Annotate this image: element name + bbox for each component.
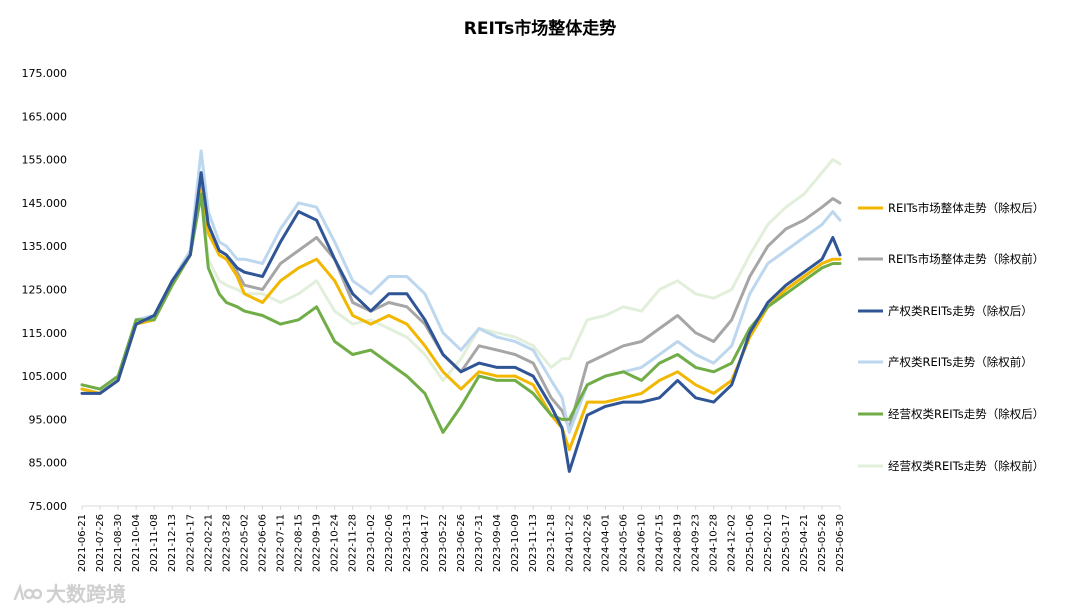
x-tick-label: 2021-08-30	[113, 514, 124, 572]
y-tick-label: 115.000	[22, 327, 68, 340]
x-tick-label: 2024-07-15	[655, 514, 666, 572]
y-tick-label: 75.000	[29, 500, 68, 513]
x-tick-label: 2021-11-08	[149, 514, 160, 572]
x-tick-label: 2022-02-21	[203, 514, 214, 572]
legend-label: 产权类REITs走势（除权前）	[888, 355, 1033, 369]
x-tick-label: 2022-03-28	[221, 514, 232, 572]
series-line-3	[80, 149, 842, 434]
x-tick-label: 2024-02-26	[582, 514, 593, 572]
legend-label: 产权类REITs走势（除权后）	[888, 304, 1033, 318]
x-tick-label: 2025-04-21	[799, 514, 810, 572]
x-tick-label: 2022-01-17	[185, 514, 196, 572]
x-tick-label: 2024-12-02	[727, 514, 738, 572]
watermark-text: 大数跨境	[46, 582, 126, 606]
x-tick-label: 2024-10-28	[709, 514, 720, 572]
x-tick-label: 2023-09-04	[492, 514, 503, 572]
x-tick-label: 2023-07-31	[474, 514, 485, 572]
y-tick-label: 105.000	[22, 370, 68, 383]
x-tick-label: 2024-04-01	[600, 514, 611, 572]
x-axis: 2021-06-21 2021-07-26 2021-08-30 2021-10-04…	[77, 505, 846, 572]
x-tick-label: 2021-12-13	[167, 514, 178, 572]
x-tick-label: 2023-03-13	[402, 514, 413, 572]
y-tick-label: 175.000	[22, 67, 68, 80]
legend-label: 经营权类REITs走势（除权前）	[888, 459, 1044, 473]
watermark: 大数跨境	[12, 578, 126, 607]
series-line-0	[80, 188, 842, 452]
x-tick-label: 2022-07-11	[276, 514, 287, 572]
x-tick-label: 2022-11-28	[348, 514, 359, 572]
x-tick-label: 2023-04-17	[420, 514, 431, 572]
x-tick-label: 2023-05-22	[438, 514, 449, 572]
x-tick-label: 2023-12-18	[546, 514, 557, 572]
x-tick-label: 2024-01-22	[564, 514, 575, 572]
x-tick-label: 2024-09-23	[691, 514, 702, 572]
legend-label: 经营权类REITs走势（除权后）	[888, 407, 1044, 421]
series-line-2	[80, 171, 842, 473]
x-tick-label: 2021-06-21	[77, 514, 88, 572]
y-tick-label: 135.000	[22, 240, 68, 253]
y-axis-labels: 75.000 85.000 95.000 105.000 115.000 125.000 1…	[22, 67, 68, 513]
x-tick-label: 2022-08-15	[294, 514, 305, 572]
x-tick-label: 2023-10-09	[510, 514, 521, 572]
x-tick-label: 2021-07-26	[95, 514, 106, 572]
x-tick-label: 2024-08-19	[673, 514, 684, 572]
x-tick-label: 2025-05-26	[817, 514, 828, 572]
x-tick-label: 2021-10-04	[131, 514, 142, 572]
x-tick-label: 2024-06-10	[636, 514, 647, 572]
x-tick-label: 2023-06-26	[456, 514, 467, 572]
x-tick-label: 2025-06-30	[835, 514, 846, 572]
x-tick-label: 2025-01-06	[745, 514, 756, 572]
y-tick-label: 85.000	[29, 457, 68, 470]
series-line-4	[80, 192, 842, 434]
x-tick-label: 2022-06-06	[257, 514, 268, 572]
x-tick-label: 2023-02-06	[384, 514, 395, 572]
x-tick-label: 2023-11-13	[528, 514, 539, 572]
x-tick-label: 2022-09-19	[312, 514, 323, 572]
chart-title: REITs市场整体走势	[463, 19, 617, 39]
x-tick-label: 2023-01-02	[366, 514, 377, 572]
y-tick-label: 145.000	[22, 197, 68, 210]
legend-label: REITs市场整体走势（除权前）	[888, 252, 1044, 266]
x-tick-label: 2022-10-24	[330, 514, 341, 572]
x-tick-label: 2025-03-17	[781, 514, 792, 572]
legend: REITs市场整体走势（除权后） REITs市场整体走势（除权前） 产权类REITs…	[858, 201, 1044, 473]
dashuju-logo-icon	[13, 582, 42, 600]
series-lines	[80, 149, 842, 473]
x-tick-label: 2022-05-02	[239, 514, 250, 572]
legend-label: REITs市场整体走势（除权后）	[888, 201, 1044, 215]
y-tick-label: 95.000	[29, 413, 68, 426]
y-tick-label: 155.000	[22, 154, 68, 167]
y-tick-label: 125.000	[22, 284, 68, 297]
x-tick-label: 2025-02-10	[763, 514, 774, 572]
x-tick-label: 2024-05-06	[618, 514, 629, 572]
y-tick-label: 165.000	[22, 110, 68, 123]
